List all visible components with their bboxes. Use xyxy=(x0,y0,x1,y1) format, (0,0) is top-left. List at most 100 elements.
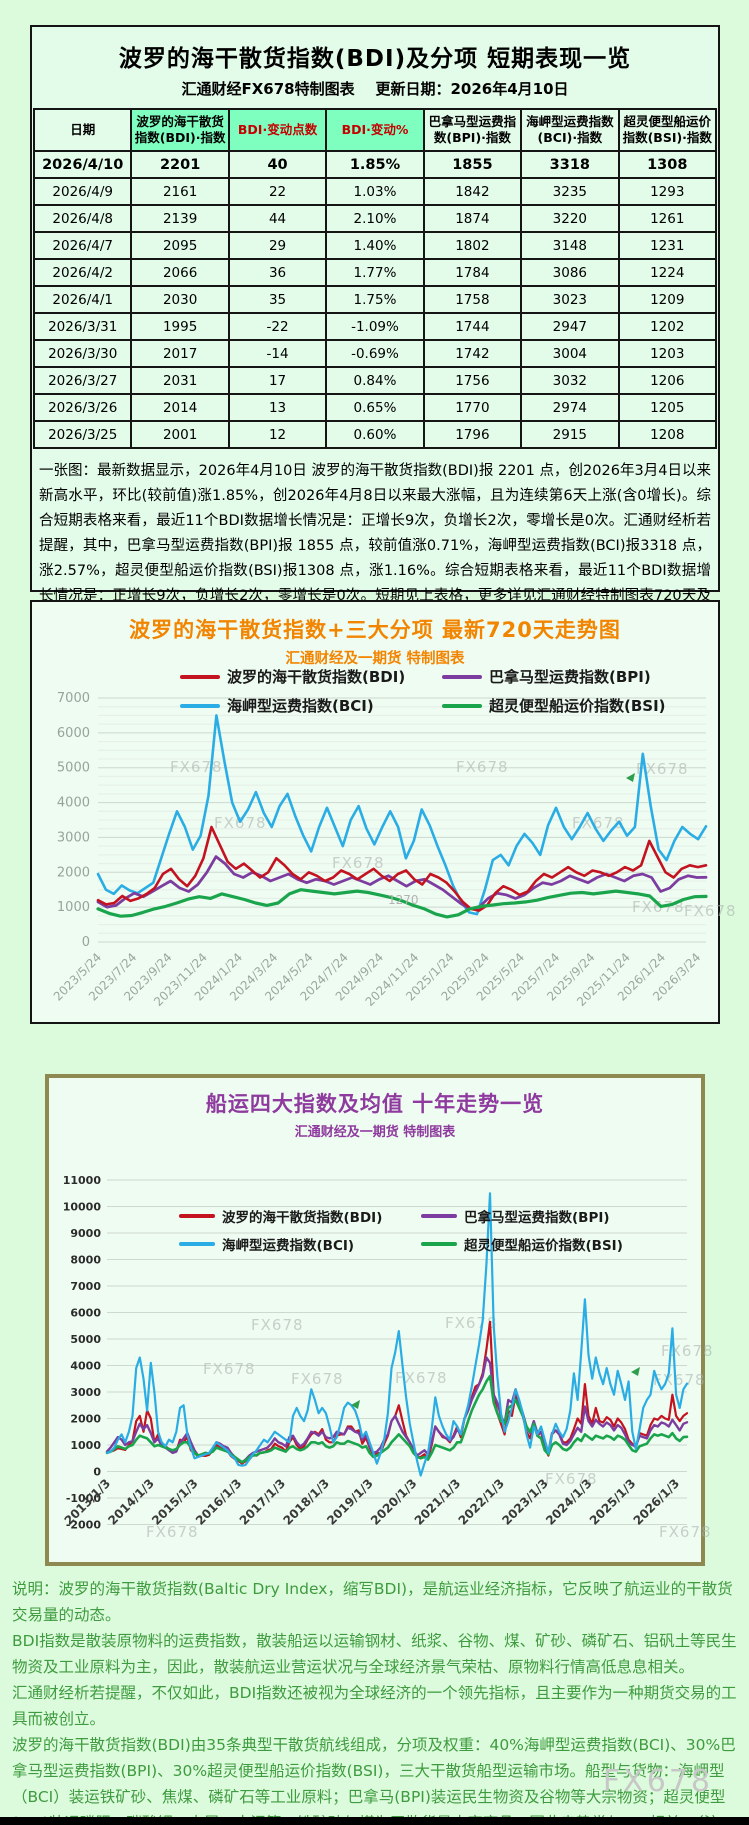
table-row: 2026/4/8 2139 44 2.10% 1874 3220 1261 xyxy=(32,204,718,233)
table-cell: 3032 xyxy=(520,366,620,395)
table-cell: 1995 xyxy=(130,312,230,341)
chart-10y-canvas: -2000 -1000 0 1000 2000 3000 4000 5000 6000 7000 8… xyxy=(62,1174,713,1541)
chart-10y-legend: 波罗的海干散货指数(BDI) 巴拿马型运费指数(BPI) 海岬型运费指数(BCI) 超… xyxy=(179,1206,623,1254)
table-cell: 36 xyxy=(227,258,328,287)
table-cell: 2026/4/2 xyxy=(32,258,133,287)
legend-item: 海岬型运费指数(BCI) xyxy=(179,1234,421,1254)
table-cell: 2974 xyxy=(520,393,620,422)
y-tick-label: 6000 xyxy=(57,726,90,741)
table-row: 2026/4/7 2095 29 1.40% 1802 3148 1231 xyxy=(32,231,718,260)
table-cell: -1.09% xyxy=(325,312,425,341)
table-cell: 3023 xyxy=(520,285,620,314)
legend-label: 海岬型运费指数(BCI) xyxy=(227,697,374,715)
fx678-chart-watermark: FX678 xyxy=(203,1360,256,1378)
chart-720-card: 波罗的海干散货指数+三大分项 最新720天走势图 汇通财经及一期货 特制图表 波… xyxy=(30,600,736,1024)
fx678-chart-watermark: FX678 xyxy=(636,760,689,778)
y-tick-label: 11000 xyxy=(63,1174,102,1187)
y-tick-label: 3000 xyxy=(57,830,90,845)
column-header: 海岬型运费指数(BCI)·指数 xyxy=(520,108,620,152)
table-cell: 12 xyxy=(227,420,328,449)
table-cell: 1742 xyxy=(422,339,523,368)
y-tick-label: 0 xyxy=(82,935,90,950)
y-tick-label: 1000 xyxy=(57,900,90,915)
table-row: 2026/3/25 2001 12 0.60% 1796 2915 1208 xyxy=(32,420,718,449)
table-cell: 1202 xyxy=(617,312,718,341)
x-tick-label: 2016/1/3 xyxy=(193,1476,245,1528)
footer-paragraph: 说明：波罗的海干散货指数(Baltic Dry Index，缩写BDI)，是航运… xyxy=(12,1580,733,1624)
table-cell: -0.69% xyxy=(325,339,425,368)
table-cell: -22 xyxy=(227,312,328,341)
y-tick-label: 5000 xyxy=(57,761,90,776)
table-cell: 29 xyxy=(227,231,328,260)
y-tick-label: 2000 xyxy=(57,865,90,880)
table-cell: 1.40% xyxy=(325,231,425,260)
x-tick-label: 2026/1/3 xyxy=(631,1476,683,1528)
table-cell: 0.65% xyxy=(325,393,425,422)
y-tick-label: 9000 xyxy=(70,1227,101,1240)
table-cell: 2.10% xyxy=(325,204,425,233)
cursor-mark xyxy=(631,1367,640,1376)
y-tick-label: 4000 xyxy=(57,796,90,811)
legend-item: 波罗的海干散货指数(BDI) xyxy=(180,666,442,687)
legend-line-swatch xyxy=(421,1242,457,1246)
table-cell: 13 xyxy=(227,393,328,422)
cursor-mark xyxy=(626,773,635,782)
table-cell: 2026/3/25 xyxy=(32,420,133,449)
bdi-table: 日期 波罗的海干散货指数(BDI)·指数 BDI·变动点数 BDI·变动% 巴拿马型运费… xyxy=(32,108,718,449)
legend-item: 波罗的海干散货指数(BDI) xyxy=(179,1206,421,1226)
fx678-chart-watermark: FX678 xyxy=(251,1316,304,1334)
legend-item: 巴拿马型运费指数(BPI) xyxy=(421,1206,623,1226)
chart-720-title: 波罗的海干散货指数+三大分项 最新720天走势图 xyxy=(129,618,621,642)
y-tick-label: 4000 xyxy=(70,1360,101,1373)
table-row: 2026/4/9 2161 22 1.03% 1842 3235 1293 xyxy=(32,177,718,206)
x-tick-label: 2023/1/3 xyxy=(499,1476,551,1528)
x-tick-label: 2019/1/3 xyxy=(324,1476,376,1528)
chart-10y-title: 船运四大指数及均值 十年走势一览 xyxy=(205,1092,545,1116)
legend-item: 超灵便型船运价指数(BSI) xyxy=(442,695,666,716)
table-cell: 1770 xyxy=(422,393,523,422)
series-line xyxy=(96,714,708,916)
table-cell: 22 xyxy=(227,177,328,206)
table-cell: 2026/3/30 xyxy=(32,339,133,368)
table-cell: 2947 xyxy=(520,312,620,341)
table-cell: 3235 xyxy=(520,177,620,206)
table-row: 2026/4/2 2066 36 1.77% 1784 3086 1224 xyxy=(32,258,718,287)
x-tick-label: 2017/1/3 xyxy=(237,1476,289,1528)
table-cell: 1.77% xyxy=(325,258,425,287)
table-row: 2026/4/1 2030 35 1.75% 1758 3023 1209 xyxy=(32,285,718,314)
column-header: BDI·变动% xyxy=(325,108,425,152)
legend-line-swatch xyxy=(179,1242,215,1246)
cursor-mark xyxy=(351,1400,360,1409)
table-cell: 2026/3/26 xyxy=(32,393,133,422)
y-tick-label: 6000 xyxy=(70,1307,101,1320)
fx678-chart-watermark: FX678 xyxy=(291,1370,344,1388)
table-cell: 1206 xyxy=(617,366,718,395)
table-cell: 2201 xyxy=(130,150,230,179)
table-cell: 1261 xyxy=(617,204,718,233)
table-cell: 3004 xyxy=(520,339,620,368)
table-cell: 2095 xyxy=(130,231,230,260)
x-tick-label: 2021/1/3 xyxy=(412,1476,464,1528)
column-header: 巴拿马型运费指数(BPI)·指数 xyxy=(422,108,523,152)
chart-720-subtitle: 汇通财经及一期货 特制图表 xyxy=(285,651,465,667)
table-cell: 2066 xyxy=(130,258,230,287)
legend-line-swatch xyxy=(442,674,482,679)
table-cell: 1855 xyxy=(422,150,523,179)
table-row: 2026/3/26 2014 13 0.65% 1770 2974 1205 xyxy=(32,393,718,422)
table-cell: 2014 xyxy=(130,393,230,422)
y-tick-label: 2000 xyxy=(70,1413,101,1426)
y-tick-label: 8000 xyxy=(70,1254,101,1267)
legend-label: 巴拿马型运费指数(BPI) xyxy=(464,1210,610,1226)
x-tick-label: 2020/1/3 xyxy=(368,1476,420,1528)
table-cell: 1224 xyxy=(617,258,718,287)
fx678-chart-watermark: FX678 xyxy=(632,898,685,916)
column-header: 超灵便型船运价指数(BSI)·指数 xyxy=(617,108,718,152)
table-cell: 2001 xyxy=(130,420,230,449)
fx678-chart-watermark: FX678 xyxy=(545,1470,598,1488)
bdi-table-head: 日期 波罗的海干散货指数(BDI)·指数 BDI·变动点数 BDI·变动% 巴拿马型运费… xyxy=(32,108,718,152)
table-cell: 1.75% xyxy=(325,285,425,314)
table-row: 2026/3/27 2031 17 0.84% 1756 3032 1206 xyxy=(32,366,718,395)
series-line xyxy=(96,825,708,912)
table-cell: 2026/4/1 xyxy=(32,285,133,314)
